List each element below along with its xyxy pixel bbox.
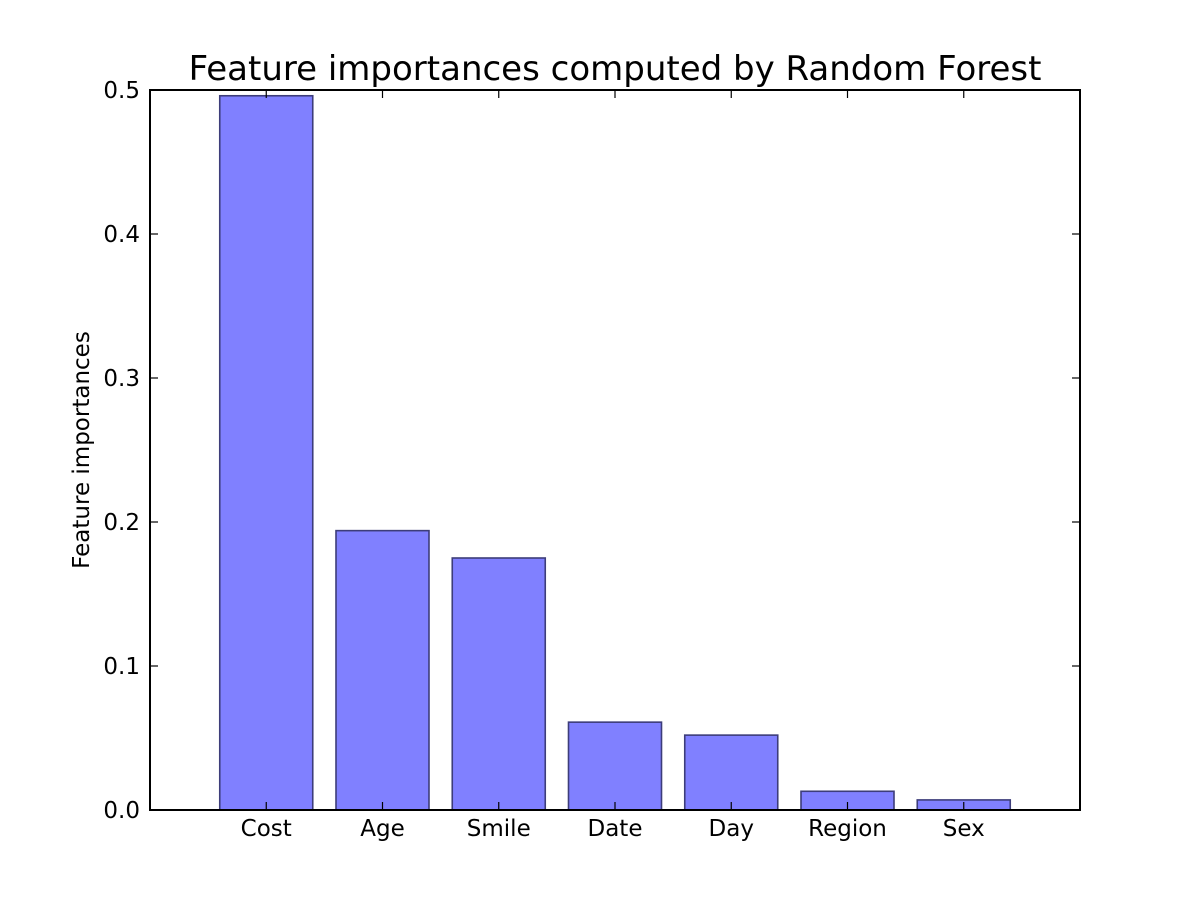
bar-cost: [218, 94, 314, 811]
y-tick-label: 0.0: [103, 798, 140, 824]
bar-age: [335, 529, 430, 811]
plot-frame: [149, 89, 1081, 811]
x-tick-label-cost: Cost: [241, 816, 292, 842]
x-tick-label-age: Age: [360, 816, 404, 842]
y-axis-label: Feature importances: [69, 331, 95, 569]
bars-layer: [218, 94, 1012, 811]
bar-date: [567, 721, 663, 811]
y-tick-label: 0.4: [103, 222, 140, 248]
x-tick-label-day: Day: [709, 816, 754, 842]
x-tick-label-region: Region: [808, 816, 887, 842]
labels-layer: Cost Age Smile Date Day Region Sex 0.0 0.1 0.2 0.3…: [103, 78, 984, 842]
bar-day: [683, 734, 779, 811]
y-tick-label: 0.2: [103, 510, 140, 536]
x-tick-label-date: Date: [588, 816, 643, 842]
chart-title: Feature importances computed by Random F…: [189, 49, 1042, 89]
y-tick-label: 0.3: [103, 366, 140, 392]
x-tick-label-smile: Smile: [467, 816, 531, 842]
y-tick-label: 0.1: [103, 654, 140, 680]
y-tick-label: 0.5: [103, 78, 140, 104]
bar-smile: [451, 557, 547, 811]
x-tick-label-sex: Sex: [943, 816, 985, 842]
